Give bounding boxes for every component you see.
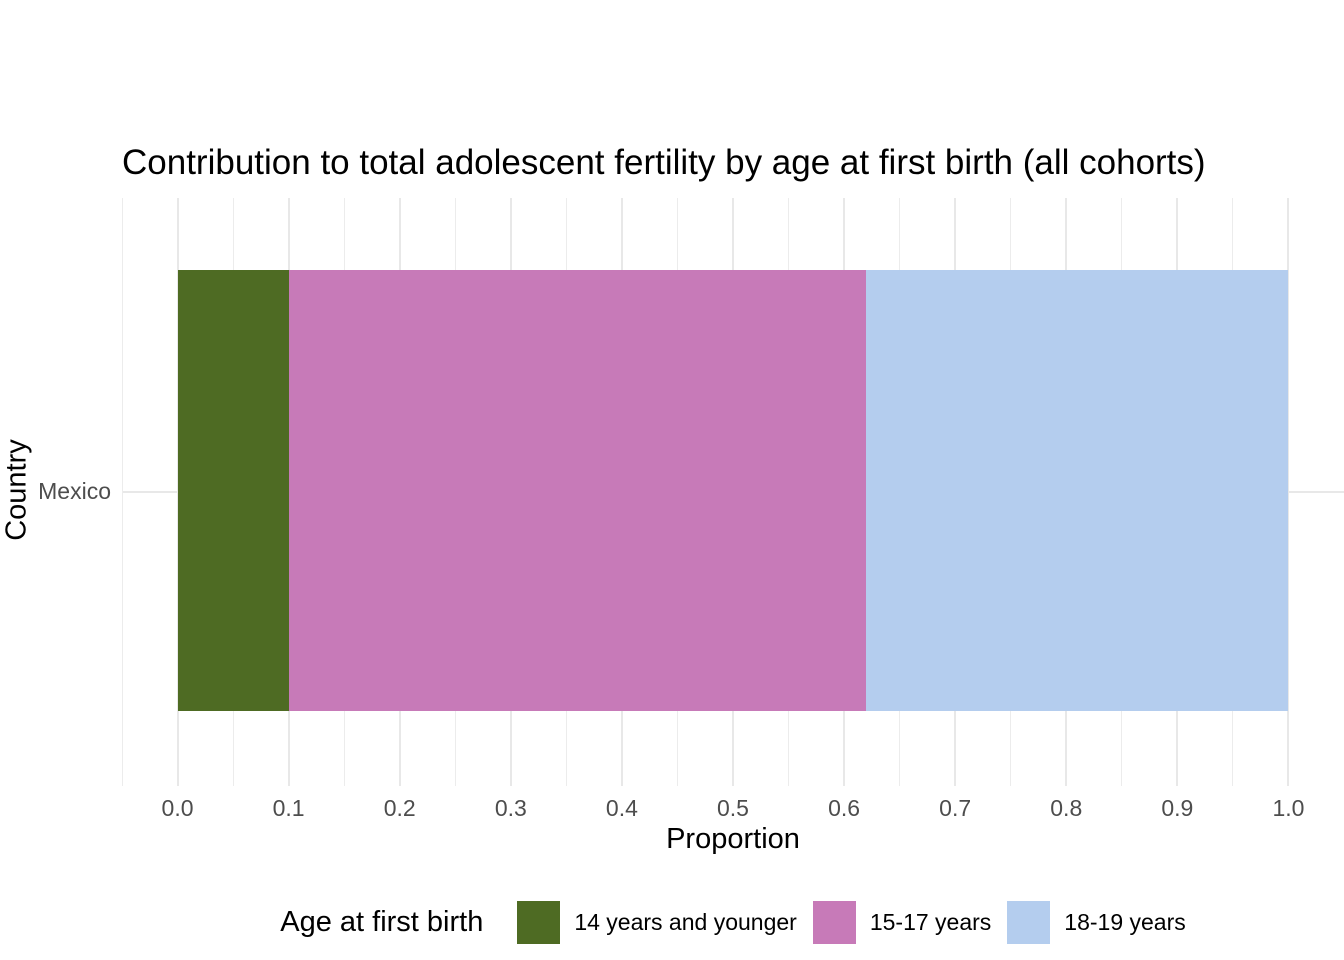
x-tick-label-0.3: 0.3 — [494, 795, 527, 821]
bar-segment-15-17-years — [288, 270, 867, 711]
x-tick-label-1.0: 1.0 — [1272, 795, 1305, 821]
plot-panel — [122, 198, 1344, 786]
x-tick-label-0.2: 0.2 — [383, 795, 416, 821]
x-tick-label-0.4: 0.4 — [605, 795, 638, 821]
x-tick-label-0.9: 0.9 — [1161, 795, 1194, 821]
bar-segment-18-19-years — [866, 270, 1289, 711]
x-tick-label-0.1: 0.1 — [272, 795, 305, 821]
legend-swatch-18-19-years — [1007, 900, 1051, 944]
legend-label-15-17-years: 15-17 years — [869, 908, 992, 935]
legend-label-18-19-years: 18-19 years — [1064, 908, 1186, 935]
legend: Age at first birth 14 years and younger … — [122, 896, 1344, 948]
bar-segment-14-years-and-younger — [177, 270, 289, 711]
legend-title: Age at first birth — [280, 905, 484, 938]
legend-item-18-19-years: 18-19 years — [1007, 900, 1186, 944]
x-tick-label-0.0: 0.0 — [161, 795, 194, 821]
x-tick-label-0.7: 0.7 — [939, 795, 972, 821]
stacked-bar-mexico — [177, 270, 1289, 711]
x-tick-label-0.5: 0.5 — [717, 795, 749, 821]
y-tick-label-mexico: Mexico — [38, 478, 111, 504]
major-gridline-1.0 — [1287, 198, 1290, 786]
legend-item-14-years-and-younger: 14 years and younger — [517, 900, 797, 944]
x-axis-tick-labels: 0.0 0.1 0.2 0.3 0.4 0.5 0.6 0.7 0.8 0.9 1.0 — [122, 794, 1344, 822]
x-tick-label-0.8: 0.8 — [1050, 795, 1083, 821]
legend-swatch-15-17-years — [812, 900, 856, 944]
legend-swatch-14-years-and-younger — [517, 900, 561, 944]
x-axis-title: Proportion — [666, 823, 800, 855]
legend-label-14-years-and-younger: 14 years and younger — [574, 908, 797, 935]
chart-title: Contribution to total adolescent fertili… — [122, 143, 1206, 182]
legend-item-15-17-years: 15-17 years — [812, 900, 992, 944]
x-tick-label-0.6: 0.6 — [828, 795, 861, 821]
minor-gridline — [122, 198, 123, 786]
